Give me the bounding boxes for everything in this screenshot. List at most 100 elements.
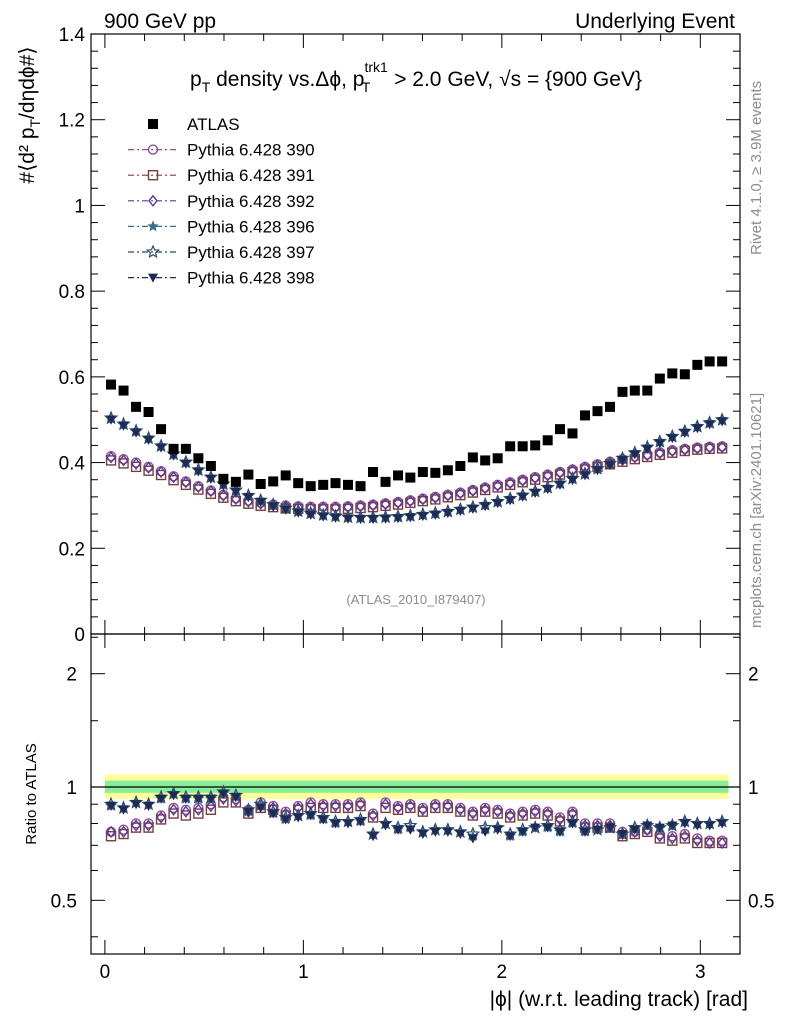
ratio-y-tick-label-right: 2 bbox=[748, 665, 759, 686]
data-point-pythia-6-428-392 bbox=[642, 449, 653, 462]
ratio-point-pythia-6-428-398 bbox=[405, 825, 416, 835]
data-point-pythia-6-428-391 bbox=[654, 449, 666, 461]
legend-label: Pythia 6.428 397 bbox=[187, 243, 315, 262]
data-point-pythia-6-428-391 bbox=[155, 469, 167, 481]
data-point-pythia-6-428-398 bbox=[442, 509, 453, 519]
data-point-pythia-6-428-398 bbox=[667, 434, 678, 444]
data-point-atlas bbox=[380, 476, 391, 487]
data-point-atlas bbox=[293, 478, 304, 489]
ratio-point-pythia-6-428-398 bbox=[505, 832, 516, 842]
data-point-pythia-6-428-398 bbox=[717, 417, 728, 427]
data-point-atlas bbox=[280, 470, 291, 481]
data-point-pythia-6-428-398 bbox=[393, 514, 404, 524]
data-point-atlas bbox=[106, 379, 117, 390]
ratio-point-pythia-6-428-392 bbox=[405, 799, 416, 813]
data-point-pythia-6-428-391 bbox=[517, 477, 528, 488]
data-point-pythia-6-428-391 bbox=[105, 455, 117, 466]
ratio-point-pythia-6-428-392 bbox=[380, 798, 391, 811]
ratio-point-pythia-6-428-391 bbox=[442, 802, 454, 814]
data-point-pythia-6-428-391 bbox=[218, 492, 229, 503]
ratio-point-pythia-6-428-398 bbox=[118, 805, 129, 815]
ratio-point-pythia-6-428-391 bbox=[380, 802, 391, 814]
ratio-bands bbox=[91, 774, 740, 799]
ratio-point-pythia-6-428-392 bbox=[193, 803, 204, 816]
data-point-pythia-6-428-398 bbox=[355, 515, 366, 525]
ratio-point-pythia-6-428-392 bbox=[704, 836, 715, 850]
ratio-point-pythia-6-428-398 bbox=[467, 834, 478, 844]
data-point-pythia-6-428-398 bbox=[318, 512, 329, 522]
data-point-pythia-6-428-392 bbox=[106, 451, 116, 464]
data-point-pythia-6-428-391 bbox=[667, 447, 678, 458]
ratio-point-pythia-6-428-398 bbox=[343, 819, 354, 829]
legend-marker bbox=[147, 144, 159, 155]
data-point-pythia-6-428-391 bbox=[392, 499, 404, 510]
data-point-pythia-6-428-392 bbox=[704, 441, 715, 454]
ratio-point-pythia-6-428-391 bbox=[455, 806, 466, 817]
data-point-pythia-6-428-392 bbox=[230, 492, 241, 506]
data-point-atlas bbox=[430, 467, 441, 478]
ratio-point-pythia-6-428-398 bbox=[205, 794, 216, 804]
main-y-tick-label: 0.8 bbox=[59, 282, 85, 303]
data-point-pythia-6-428-392 bbox=[480, 482, 491, 495]
ratio-point-pythia-6-428-391 bbox=[679, 833, 691, 844]
legend-label: Pythia 6.428 396 bbox=[187, 217, 315, 236]
data-point-pythia-6-428-398 bbox=[505, 496, 516, 506]
ratio-y-axis-label: Ratio to ATLAS bbox=[23, 743, 40, 844]
main-y-tick-label: 0.6 bbox=[59, 368, 85, 389]
data-point-pythia-6-428-392 bbox=[193, 480, 204, 494]
ratio-point-pythia-6-428-398 bbox=[106, 802, 117, 812]
chart-title: pT density vs.Δϕ, ptrk1 T > 2.0 GeV, √s =… bbox=[190, 59, 642, 95]
data-point-atlas bbox=[193, 453, 204, 464]
data-point-pythia-6-428-392 bbox=[118, 454, 129, 467]
ratio-point-pythia-6-428-392 bbox=[318, 799, 329, 813]
data-point-pythia-6-428-391 bbox=[168, 474, 179, 486]
legend-marker bbox=[148, 194, 158, 207]
ratio-point-pythia-6-428-398 bbox=[530, 823, 541, 833]
ratio-point-pythia-6-428-392 bbox=[480, 803, 491, 816]
ratio-point-pythia-6-428-398 bbox=[704, 821, 715, 831]
legend-marker bbox=[145, 244, 161, 259]
data-point-pythia-6-428-391 bbox=[417, 495, 429, 507]
ratio-point-pythia-6-428-391 bbox=[193, 808, 204, 819]
ratio-point-pythia-6-428-392 bbox=[168, 803, 179, 816]
x-axis-label: |ϕ| (w.r.t. leading track) [rad] bbox=[490, 988, 748, 1011]
main-y-tick-label: 1 bbox=[74, 196, 85, 217]
ratio-point-pythia-6-428-391 bbox=[180, 810, 192, 821]
data-point-atlas bbox=[567, 428, 578, 439]
data-point-pythia-6-428-392 bbox=[517, 474, 528, 487]
data-point-pythia-6-428-398 bbox=[405, 513, 416, 523]
data-point-atlas bbox=[255, 479, 266, 489]
data-point-pythia-6-428-392 bbox=[417, 493, 428, 506]
data-point-pythia-6-428-398 bbox=[205, 474, 216, 484]
main-data-marks bbox=[103, 356, 730, 525]
ratio-point-pythia-6-428-398 bbox=[567, 819, 578, 829]
ratio-point-pythia-6-428-391 bbox=[492, 808, 503, 819]
data-point-pythia-6-428-392 bbox=[505, 477, 516, 490]
data-point-atlas bbox=[467, 452, 478, 463]
data-point-pythia-6-428-398 bbox=[692, 424, 703, 434]
data-point-pythia-6-428-398 bbox=[131, 428, 142, 438]
ratio-point-pythia-6-428-391 bbox=[667, 835, 678, 846]
data-point-atlas bbox=[492, 453, 503, 464]
ratio-point-pythia-6-428-391 bbox=[692, 837, 703, 849]
data-point-atlas bbox=[305, 481, 316, 492]
ratio-point-pythia-6-428-391 bbox=[529, 808, 541, 819]
data-point-pythia-6-428-398 bbox=[455, 507, 466, 516]
ratio-point-pythia-6-428-398 bbox=[417, 830, 428, 840]
data-point-atlas bbox=[393, 470, 404, 481]
ratio-point-pythia-6-428-392 bbox=[417, 803, 428, 816]
data-point-pythia-6-428-398 bbox=[343, 514, 354, 524]
analysis-watermark: (ATLAS_2010_I879407) bbox=[346, 592, 485, 607]
data-point-pythia-6-428-392 bbox=[205, 485, 216, 498]
data-point-pythia-6-428-392 bbox=[393, 496, 403, 509]
data-point-pythia-6-428-391 bbox=[442, 492, 454, 503]
data-point-pythia-6-428-398 bbox=[230, 487, 241, 497]
ratio-point-pythia-6-428-398 bbox=[255, 803, 266, 813]
data-point-atlas bbox=[230, 476, 241, 487]
data-point-pythia-6-428-398 bbox=[704, 420, 715, 430]
data-point-atlas bbox=[218, 473, 229, 484]
main-y-tick-label: 0 bbox=[74, 625, 85, 646]
data-point-pythia-6-428-398 bbox=[168, 451, 179, 461]
ratio-y-tick-label-right: 0.5 bbox=[748, 891, 774, 912]
data-point-atlas bbox=[692, 359, 703, 370]
